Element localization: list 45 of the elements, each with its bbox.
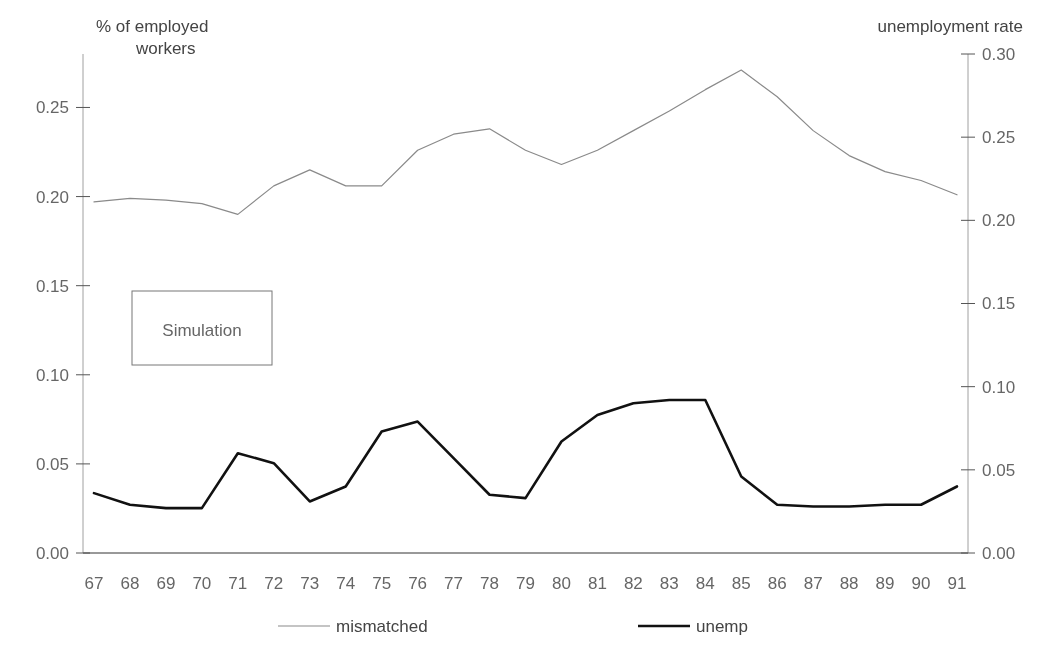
- x-tick-label: 81: [587, 573, 607, 593]
- x-tick-label: 86: [767, 573, 787, 593]
- x-tick-label: 73: [300, 573, 320, 593]
- x-tick-label: 91: [947, 573, 967, 593]
- y-tick-label: 0.10: [35, 365, 69, 385]
- x-tick-label: 74: [336, 573, 356, 593]
- y-tick-label: 0.00: [35, 543, 69, 563]
- x-tick-label: 71: [228, 573, 248, 593]
- x-tick-label: 87: [803, 573, 823, 593]
- y-axis-title: % of employed workers: [96, 17, 209, 58]
- y2-tick-label: 0.20: [982, 211, 1016, 231]
- y-tick-label: 0.15: [35, 276, 69, 296]
- x-tick-label: 83: [659, 573, 679, 593]
- x-tick-label: 79: [516, 573, 535, 593]
- x-tick-label: 75: [372, 573, 392, 593]
- x-tick-label: 76: [408, 573, 428, 593]
- legend-label: unemp: [696, 616, 748, 636]
- y-tick-label: 0.25: [35, 98, 69, 118]
- x-tick-label: 85: [731, 573, 751, 593]
- x-tick-label: 68: [120, 573, 140, 593]
- legend-label: mismatched: [336, 616, 428, 636]
- y2-tick-label: 0.10: [982, 377, 1016, 397]
- y2-tick-label: 0.00: [982, 543, 1016, 563]
- y-tick-label: 0.20: [35, 187, 69, 207]
- x-tick-label: 90: [911, 573, 931, 593]
- annotation: Simulation: [162, 320, 242, 340]
- x-tick-label: 69: [156, 573, 176, 593]
- x-tick-label: 82: [623, 573, 643, 593]
- x-tick-label: 88: [839, 573, 859, 593]
- x-tick-label: 84: [695, 573, 715, 593]
- x-tick-label: 72: [264, 573, 284, 593]
- x-tick-label: 70: [192, 573, 212, 593]
- y2-tick-label: 0.05: [982, 460, 1016, 480]
- x-tick-label: 77: [444, 573, 464, 593]
- line-series: [93, 69, 958, 215]
- y2-tick-label: 0.30: [982, 44, 1016, 64]
- y2-axis-title: unemployment rate: [877, 17, 1023, 36]
- y-tick-label: 0.05: [35, 454, 69, 474]
- line-series: [92, 398, 959, 510]
- x-tick-label: 78: [480, 573, 499, 593]
- y2-tick-label: 0.15: [982, 294, 1016, 314]
- y2-tick-label: 0.25: [982, 128, 1016, 148]
- x-tick-label: 67: [84, 573, 104, 593]
- x-tick-label: 89: [875, 573, 895, 593]
- x-tick-label: 80: [552, 573, 571, 593]
